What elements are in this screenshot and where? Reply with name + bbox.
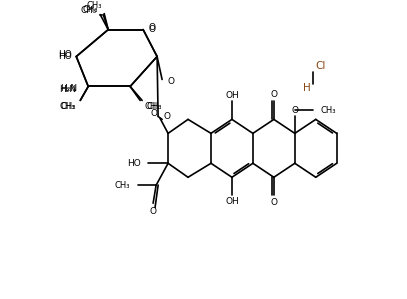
Text: O: O [270,90,277,99]
Text: H₂N: H₂N [60,84,77,93]
Text: O: O [150,207,157,216]
Text: HO: HO [127,159,141,168]
Text: CH₃: CH₃ [321,106,336,115]
Text: CH₃: CH₃ [81,6,97,15]
Text: Cl: Cl [316,60,326,71]
Text: CH₃: CH₃ [60,102,75,111]
Text: HO: HO [59,50,72,59]
Text: H₂N: H₂N [59,85,76,94]
Text: CH₃: CH₃ [146,102,162,111]
Text: O: O [148,23,155,32]
Text: CH₃: CH₃ [83,5,98,14]
Text: O: O [163,112,170,121]
Text: O: O [291,106,298,115]
Text: CH₃: CH₃ [87,1,102,10]
Text: CH₃: CH₃ [144,102,160,111]
Text: O: O [270,198,277,207]
Text: H: H [303,83,311,94]
Text: CH₃: CH₃ [115,181,130,190]
Text: OH: OH [225,197,239,206]
Text: O: O [167,77,174,86]
Text: O: O [148,25,155,34]
Text: OH: OH [225,91,239,100]
Text: O: O [151,109,158,118]
Text: CH₃: CH₃ [61,102,76,111]
Text: HO: HO [59,52,72,61]
